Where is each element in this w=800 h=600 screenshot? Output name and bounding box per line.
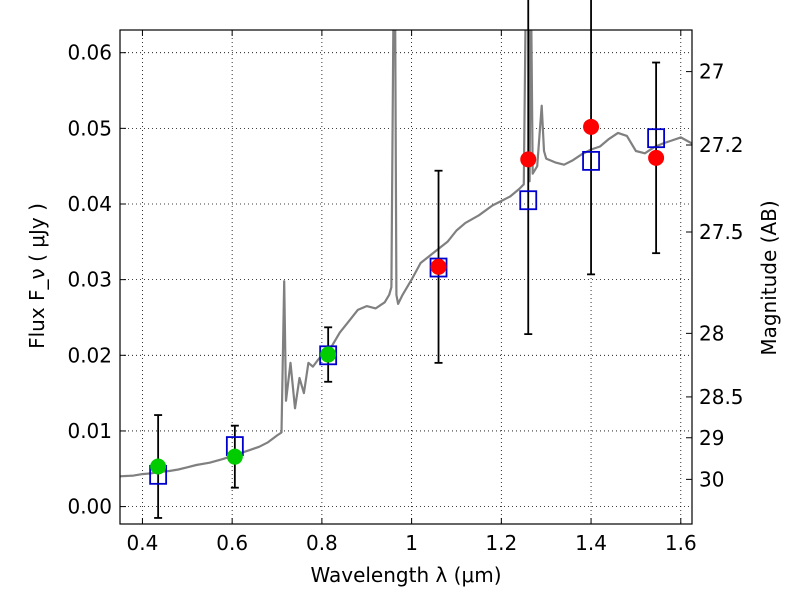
magnitude-tick-label: 27.2: [699, 133, 744, 157]
spectrum-line: [120, 30, 692, 478]
x-tick-label: 1.6: [665, 531, 697, 555]
magnitude-tick-label: 27.5: [699, 220, 744, 244]
y-tick-label: 0.02: [67, 343, 112, 367]
y-axis-label: Flux F_ν ( μJy ): [25, 203, 49, 349]
x-tick-label: 1.4: [575, 531, 607, 555]
green-data-point: [226, 448, 243, 465]
x-tick-label: 0.8: [306, 531, 338, 555]
magnitude-tick-label: 29: [699, 426, 724, 450]
model-photometry-square: [519, 190, 538, 211]
green-data-point: [150, 458, 167, 475]
red-data-point: [430, 258, 447, 275]
model-photometry-square: [647, 128, 666, 149]
marker-layer: [149, 0, 666, 519]
x-tick-label: 0.4: [127, 531, 159, 555]
magnitude-tick-label: 28: [699, 321, 724, 345]
red-data-point: [583, 118, 600, 135]
plot-frame: [119, 29, 693, 525]
x-tick-label: 1.2: [485, 531, 517, 555]
tick-labels: 0.4 0.6 0.8 1 1.2 1.4 1.6 0.00 0.01 0.02 0.03 0.04 0…: [67, 41, 743, 555]
model-photometry-square: [582, 150, 600, 171]
red-data-point: [648, 149, 665, 166]
green-data-point: [320, 346, 337, 363]
x-tick-label: 1: [405, 531, 418, 555]
right-axis-label: Magnitude (AB): [757, 200, 781, 355]
magnitude-tick-label: 28.5: [699, 385, 744, 409]
magnitude-tick-label: 27: [699, 60, 724, 84]
y-tick-label: 0.06: [67, 41, 112, 65]
x-tick-label: 0.6: [216, 531, 248, 555]
model-photometry-square: [429, 257, 448, 278]
red-data-point: [520, 151, 537, 168]
magnitude-tick-label: 30: [699, 467, 724, 491]
model-photometry-square: [319, 345, 338, 366]
x-axis-label: Wavelength λ (μm): [310, 563, 501, 587]
tick-marks: [120, 30, 692, 524]
y-tick-label: 0.05: [67, 116, 112, 140]
plot-area: [120, 30, 692, 478]
y-tick-label: 0.03: [67, 268, 112, 292]
y-tick-label: 0.01: [67, 419, 112, 443]
y-tick-label: 0.00: [67, 495, 112, 519]
y-tick-label: 0.04: [67, 192, 112, 216]
